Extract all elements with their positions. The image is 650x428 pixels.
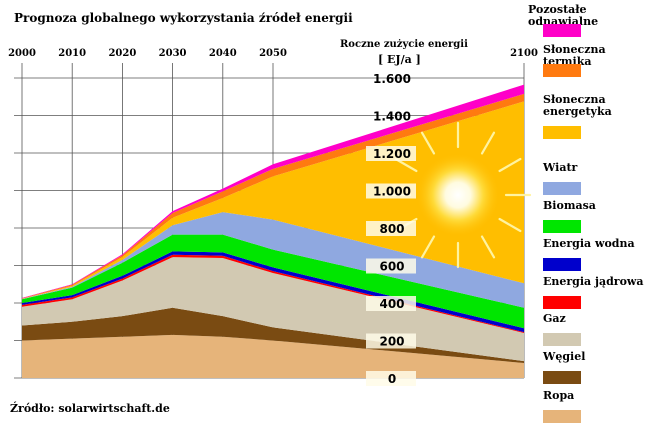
legend-label-6-0: Energia jądrowa <box>543 275 644 288</box>
legend-swatch-2 <box>543 126 581 139</box>
y-tick-bg-2 <box>366 296 416 311</box>
y-tick-bg-0 <box>366 371 416 386</box>
y-tick-label-7: 1.400 <box>373 110 411 124</box>
legend-item-8: Węgiel <box>528 350 650 384</box>
x-tick-label-5: 2050 <box>259 48 287 59</box>
y-axis-title: Roczne zużycie energii <box>340 39 468 50</box>
legend-item-9: Ropa <box>528 389 650 423</box>
area-9 <box>22 84 524 299</box>
y-tick-bg-5 <box>366 183 416 199</box>
legend-item-5: Energia wodna <box>528 237 650 271</box>
legend-item-3: Wiatr <box>528 161 650 195</box>
legend-label-7-0: Gaz <box>543 312 566 325</box>
legend-item-1: Słoneczna termika <box>528 44 650 77</box>
legend-item-7: Gaz <box>528 312 650 346</box>
y-tick-label-2: 400 <box>379 297 404 311</box>
y-tick-label-0: 0 <box>388 372 396 386</box>
legend-swatch-0 <box>543 24 581 37</box>
y-axis-unit: [ EJ/a ] <box>378 53 421 66</box>
legend-swatch-3 <box>543 182 581 195</box>
legend-item-4: Biomasa <box>528 199 650 233</box>
legend-label-9-0: Ropa <box>543 389 575 402</box>
y-tick-label-6: 1.200 <box>373 147 411 161</box>
y-tick-label-5: 1.000 <box>373 185 411 199</box>
legend-swatch-5 <box>543 258 581 271</box>
legend-item-2: Słoneczna energetyka <box>528 93 650 139</box>
x-tick-label-2: 2020 <box>108 48 136 59</box>
area-8 <box>22 93 524 299</box>
y-tick-bg-6 <box>366 146 416 161</box>
sun-decoration <box>384 121 532 269</box>
y-tick-label-1: 200 <box>379 335 404 349</box>
x-tick-label-0: 2000 <box>8 48 36 59</box>
area-4 <box>22 251 524 333</box>
x-tick-label-4: 2040 <box>209 48 237 59</box>
legend-swatch-9 <box>543 410 581 423</box>
x-tick-label-1: 2010 <box>58 48 86 59</box>
source-note: Źródło: solarwirtschaft.de <box>10 401 170 415</box>
y-tick-label-8: 1.600 <box>373 72 411 86</box>
legend-swatch-4 <box>543 220 581 233</box>
legend-swatch-1 <box>543 64 581 77</box>
y-tick-bg-3 <box>366 258 416 274</box>
area-0 <box>22 334 524 378</box>
y-tick-bg-4 <box>366 221 416 236</box>
area-1 <box>22 307 524 363</box>
x-tick-label-6: 2100 <box>510 48 538 59</box>
x-tick-label-3: 2030 <box>159 48 187 59</box>
legend-label-5-0: Energia wodna <box>543 237 635 250</box>
x-tick-labels: 2000 2010 2020 2030 2040 2050 2100 <box>8 48 538 59</box>
y-tick-label-3: 600 <box>379 260 404 274</box>
legend-item-0: Pozostałe odnawialne <box>528 4 650 37</box>
legend-label-4-0: Biomasa <box>543 199 596 212</box>
legend-label-2-1: energetyka <box>543 105 612 118</box>
legend-swatch-7 <box>543 333 581 346</box>
area-6 <box>22 212 524 308</box>
sun-icon <box>384 121 532 269</box>
area-5 <box>22 234 524 329</box>
legend-item-6: Energia jądrowa <box>528 275 650 309</box>
legend-swatch-6 <box>543 296 581 309</box>
legend: Pozostałe odnawialne Słoneczna termika Sło… <box>528 0 650 428</box>
legend-swatch-8 <box>543 371 581 384</box>
y-tick-labels: 0 200 400 600 800 1.000 1.200 1.400 1.600 <box>366 72 416 386</box>
y-tick-label-4: 800 <box>379 222 404 236</box>
y-tick-bg-1 <box>366 333 416 349</box>
chart-title: Prognoza globalnego wykorzystania źródeł… <box>14 11 353 25</box>
legend-label-8-0: Węgiel <box>543 350 586 363</box>
legend-label-2-0: Słoneczna <box>543 93 606 106</box>
legend-label-3-0: Wiatr <box>543 161 578 174</box>
